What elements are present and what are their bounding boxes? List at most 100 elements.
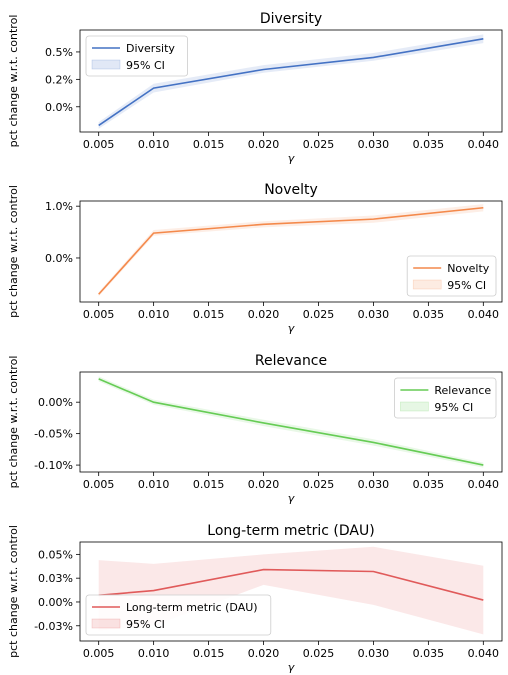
chart-1-legend-ci-swatch — [412, 279, 442, 290]
chart-0-xtick-label-5: 0.030 — [358, 138, 390, 151]
chart-0-legend-box — [85, 35, 188, 77]
chart-2-ytick-label-0: 0.00% — [38, 396, 73, 409]
chart-1-point-3 — [372, 218, 374, 220]
chart-0-ytick-label-0: 0.5% — [45, 46, 73, 59]
chart-3-legend-box — [85, 594, 272, 636]
chart-2-xtick-label-4: 0.025 — [303, 478, 335, 491]
chart-3-point-1 — [152, 589, 154, 591]
chart-3-xlabel: γ — [288, 661, 295, 674]
chart-1-xtick-label-3: 0.020 — [248, 308, 280, 321]
chart-3-legend-ci-swatch — [91, 618, 121, 629]
chart-1-xlabel: γ — [288, 322, 295, 335]
chart-3-ytick-label-0: 0.05% — [38, 548, 73, 561]
chart-0-xlabel: γ — [288, 152, 295, 165]
chart-2-point-4 — [482, 464, 484, 466]
chart-1-xtick-label-0: 0.005 — [83, 308, 115, 321]
chart-3-point-3 — [372, 570, 374, 572]
chart-0-xtick-label-3: 0.020 — [248, 138, 280, 151]
chart-0-ytick-label-2: 0.0% — [45, 101, 73, 114]
chart-0-ci-band — [98, 34, 484, 129]
chart-0-xtick-label-1: 0.010 — [138, 138, 170, 151]
chart-1-series-line — [98, 206, 484, 295]
chart-3-xtick-label-4: 0.025 — [303, 647, 335, 660]
chart-2-legend: Relevance 95% CI — [393, 377, 497, 419]
chart-0-xtick-label-0: 0.005 — [83, 138, 115, 151]
chart-0-xtick-label-7: 0.040 — [468, 138, 500, 151]
chart-2-point-0 — [97, 378, 99, 380]
chart-2-xtick-label-3: 0.020 — [248, 478, 280, 491]
chart-3-axes-frame — [79, 541, 503, 642]
chart-1-title: Novelty — [264, 182, 318, 198]
chart-1-point-0 — [97, 293, 99, 295]
chart-2-xlabel: γ — [288, 492, 295, 505]
chart-1-axes-frame — [79, 200, 503, 303]
chart-0-legend-ci-swatch — [91, 59, 121, 70]
chart-0-panel: Diversity 0.005 0.010 0.015 0.020 0.025 0.030 0… — [7, 11, 503, 165]
chart-3-xtick-label-3: 0.020 — [248, 647, 280, 660]
chart-3-ylabel: pct change w.r.t. control — [7, 525, 20, 658]
chart-3-xtick-label-6: 0.035 — [413, 647, 445, 660]
chart-2-legend-label-ci: 95% CI — [434, 401, 473, 414]
chart-0-ytick-label-1: 0.2% — [45, 73, 73, 86]
chart-3-legend-label-series: Long-term metric (DAU) — [126, 601, 258, 614]
chart-0-legend: Diversity 95% CI — [85, 35, 188, 77]
chart-3-xtick-label-1: 0.010 — [138, 647, 170, 660]
chart-3-title: Long-term metric (DAU) — [207, 523, 374, 539]
chart-1-legend-label-series: Novelty — [447, 262, 490, 275]
chart-3-point-2 — [262, 568, 264, 570]
chart-1-xtick-label-7: 0.040 — [468, 308, 500, 321]
chart-1-point-1 — [152, 232, 154, 234]
chart-0-legend-label-series: Diversity — [126, 42, 175, 55]
chart-2-ylabel: pct change w.r.t. control — [7, 356, 20, 489]
chart-1-ytick-label-1: 0.0% — [45, 252, 73, 265]
chart-2-ytick-label-2: -0.10% — [34, 459, 73, 472]
chart-2-legend-box — [393, 377, 497, 419]
chart-2-legend-label-series: Relevance — [434, 384, 491, 397]
chart-0-ylabel: pct change w.r.t. control — [7, 15, 20, 148]
chart-2-xtick-label-5: 0.030 — [358, 478, 390, 491]
chart-3-legend-label-ci: 95% CI — [126, 618, 165, 631]
chart-2-title: Relevance — [255, 353, 327, 369]
chart-2-xtick-label-7: 0.040 — [468, 478, 500, 491]
chart-2-xtick-label-0: 0.005 — [83, 478, 115, 491]
chart-1-legend-label-ci: 95% CI — [447, 279, 486, 292]
chart-0-series-line — [98, 37, 484, 127]
chart-1-legend: Novelty 95% CI — [406, 255, 497, 297]
chart-2-xtick-label-6: 0.035 — [413, 478, 445, 491]
chart-0-xtick-label-4: 0.025 — [303, 138, 335, 151]
chart-1-xtick-label-1: 0.010 — [138, 308, 170, 321]
chart-0-title: Diversity — [260, 11, 322, 27]
chart-0-axes-frame — [79, 29, 503, 133]
chart-0-xtick-label-6: 0.035 — [413, 138, 445, 151]
chart-1-ci-band — [98, 204, 484, 297]
chart-1-ylabel: pct change w.r.t. control — [7, 185, 20, 318]
chart-3-series-line — [98, 568, 484, 601]
chart-0-point-1 — [152, 87, 154, 89]
chart-3-xtick-label-2: 0.015 — [193, 647, 225, 660]
chart-0-point-4 — [482, 38, 484, 40]
chart-2-point-2 — [262, 422, 264, 424]
chart-1-panel: Novelty 0.005 0.010 0.015 0.020 0.025 0.030 0.0… — [7, 182, 503, 335]
chart-1-point-4 — [482, 207, 484, 209]
chart-1-xtick-label-6: 0.035 — [413, 308, 445, 321]
chart-0-xtick-label-2: 0.015 — [193, 138, 225, 151]
chart-2-legend-ci-swatch — [400, 401, 429, 412]
chart-3-xtick-label-0: 0.005 — [83, 647, 115, 660]
chart-2-series-line — [98, 378, 484, 466]
chart-0-point-2 — [262, 68, 264, 70]
chart-3-ytick-label-3: -0.03% — [34, 620, 73, 633]
chart-3-xtick-label-5: 0.030 — [358, 647, 390, 660]
chart-0-point-0 — [97, 124, 99, 126]
chart-3-xtick-label-7: 0.040 — [468, 647, 500, 660]
chart-1-legend-box — [406, 255, 497, 297]
chart-3-ytick-label-1: 0.03% — [38, 572, 73, 585]
chart-3-panel: Long-term metric (DAU) 0.005 0.010 0.015 0.0… — [7, 523, 503, 674]
chart-3-ytick-label-2: 0.00% — [38, 596, 73, 609]
chart-2-ytick-label-1: -0.05% — [34, 428, 73, 441]
chart-2-point-3 — [372, 441, 374, 443]
chart-3-legend: Long-term metric (DAU) 95% CI — [85, 594, 272, 636]
chart-3-ci-band — [98, 546, 484, 635]
chart-2-panel: Relevance 0.005 0.010 0.015 0.020 0.025 0.030 0… — [7, 353, 503, 505]
chart-2-xtick-label-2: 0.015 — [193, 478, 225, 491]
